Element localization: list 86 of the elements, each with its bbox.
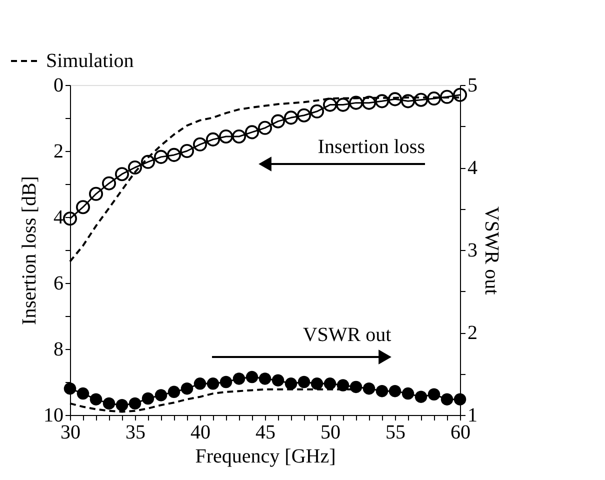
point <box>62 212 78 226</box>
y-tick-label: 8 <box>54 338 64 360</box>
point <box>258 120 272 135</box>
point <box>362 96 376 110</box>
point <box>114 167 130 182</box>
point <box>454 393 466 406</box>
point <box>362 382 376 395</box>
y-tick-label: 0 <box>54 74 64 96</box>
point <box>428 388 440 400</box>
y2-axis-title: VSWR out <box>480 206 502 296</box>
point <box>140 154 156 169</box>
point <box>128 397 142 410</box>
point <box>180 144 194 158</box>
point <box>218 129 234 144</box>
point <box>350 380 362 394</box>
y2-tick-label: 4 <box>468 157 478 179</box>
point <box>220 376 232 388</box>
point <box>388 92 402 106</box>
point <box>88 186 104 201</box>
x-tick-label: 60 <box>450 422 470 444</box>
x-axis-title: Frequency [GHz] <box>195 446 336 468</box>
point <box>270 114 286 128</box>
annotation: VSWR out <box>302 324 392 346</box>
point <box>414 92 428 107</box>
point <box>414 390 428 403</box>
point <box>192 137 208 152</box>
point <box>246 370 258 384</box>
point <box>90 393 102 406</box>
point <box>142 392 154 405</box>
point <box>206 132 220 146</box>
point <box>258 372 272 385</box>
y-tick-label: 10 <box>44 404 64 426</box>
point <box>116 398 128 412</box>
point <box>76 387 90 400</box>
point <box>296 108 312 122</box>
y-tick-label: 4 <box>54 206 64 228</box>
point <box>102 397 116 410</box>
x-tick-label: 35 <box>126 422 146 444</box>
annotation: Insertion loss <box>318 136 426 158</box>
point <box>64 382 76 395</box>
point <box>194 378 206 390</box>
point <box>272 374 284 386</box>
x-tick-label: 50 <box>320 422 340 444</box>
point <box>336 379 350 392</box>
point <box>206 378 220 390</box>
point <box>310 104 324 118</box>
point <box>336 98 350 112</box>
point <box>284 378 298 390</box>
point <box>388 384 402 398</box>
y-tick-label: 2 <box>54 140 64 162</box>
y2-tick-label: 5 <box>468 74 478 96</box>
point <box>310 378 324 390</box>
y2-tick-label: 3 <box>468 240 478 262</box>
y2-tick-label: 2 <box>468 322 478 344</box>
legend-label: Simulation <box>46 50 134 72</box>
point <box>426 92 442 106</box>
point <box>244 125 260 140</box>
point <box>376 384 388 398</box>
y-axis-title: Insertion loss [dB] <box>18 176 40 325</box>
x-tick-label: 55 <box>386 422 406 444</box>
point <box>154 150 168 164</box>
point <box>452 88 468 102</box>
point <box>400 94 416 108</box>
point <box>322 98 338 112</box>
point <box>102 176 116 190</box>
point <box>324 378 336 390</box>
point <box>76 200 90 214</box>
point <box>440 90 454 104</box>
point <box>154 389 168 402</box>
point <box>440 393 454 406</box>
point <box>298 376 310 388</box>
point <box>402 387 414 400</box>
point <box>284 110 298 125</box>
x-tick-label: 40 <box>190 422 210 444</box>
x-tick-label: 30 <box>60 422 80 444</box>
point <box>180 382 194 395</box>
point <box>374 94 390 108</box>
point <box>348 96 364 110</box>
point <box>128 160 142 175</box>
point <box>166 148 182 162</box>
point <box>232 372 246 385</box>
y-tick-label: 6 <box>54 272 64 294</box>
point <box>232 129 246 144</box>
x-tick-label: 45 <box>256 422 276 444</box>
y2-tick-label: 1 <box>468 404 478 426</box>
point <box>168 386 180 398</box>
